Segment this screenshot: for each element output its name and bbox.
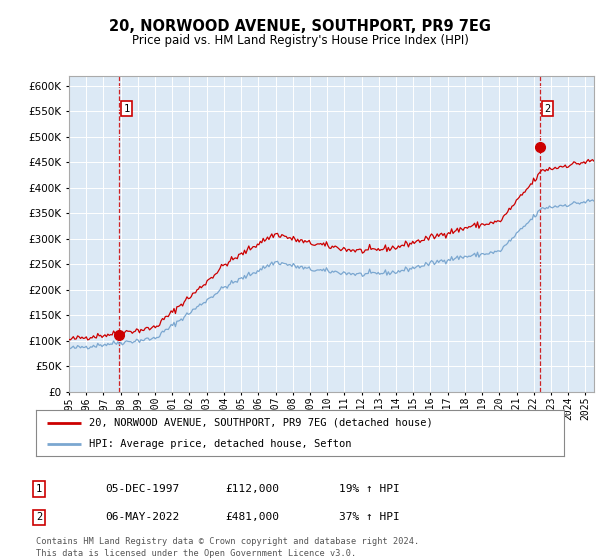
Text: Contains HM Land Registry data © Crown copyright and database right 2024.
This d: Contains HM Land Registry data © Crown c… — [36, 537, 419, 558]
Text: 2: 2 — [36, 512, 42, 522]
Text: 06-MAY-2022: 06-MAY-2022 — [105, 512, 179, 522]
Text: 1: 1 — [36, 484, 42, 494]
Text: 19% ↑ HPI: 19% ↑ HPI — [339, 484, 400, 494]
Text: HPI: Average price, detached house, Sefton: HPI: Average price, detached house, Seft… — [89, 439, 352, 449]
Text: 20, NORWOOD AVENUE, SOUTHPORT, PR9 7EG: 20, NORWOOD AVENUE, SOUTHPORT, PR9 7EG — [109, 20, 491, 34]
Text: 1: 1 — [124, 104, 130, 114]
Text: £481,000: £481,000 — [225, 512, 279, 522]
Text: 20, NORWOOD AVENUE, SOUTHPORT, PR9 7EG (detached house): 20, NORWOOD AVENUE, SOUTHPORT, PR9 7EG (… — [89, 418, 433, 428]
Text: 2: 2 — [544, 104, 551, 114]
Text: Price paid vs. HM Land Registry's House Price Index (HPI): Price paid vs. HM Land Registry's House … — [131, 34, 469, 47]
Text: 37% ↑ HPI: 37% ↑ HPI — [339, 512, 400, 522]
Text: 05-DEC-1997: 05-DEC-1997 — [105, 484, 179, 494]
Text: £112,000: £112,000 — [225, 484, 279, 494]
